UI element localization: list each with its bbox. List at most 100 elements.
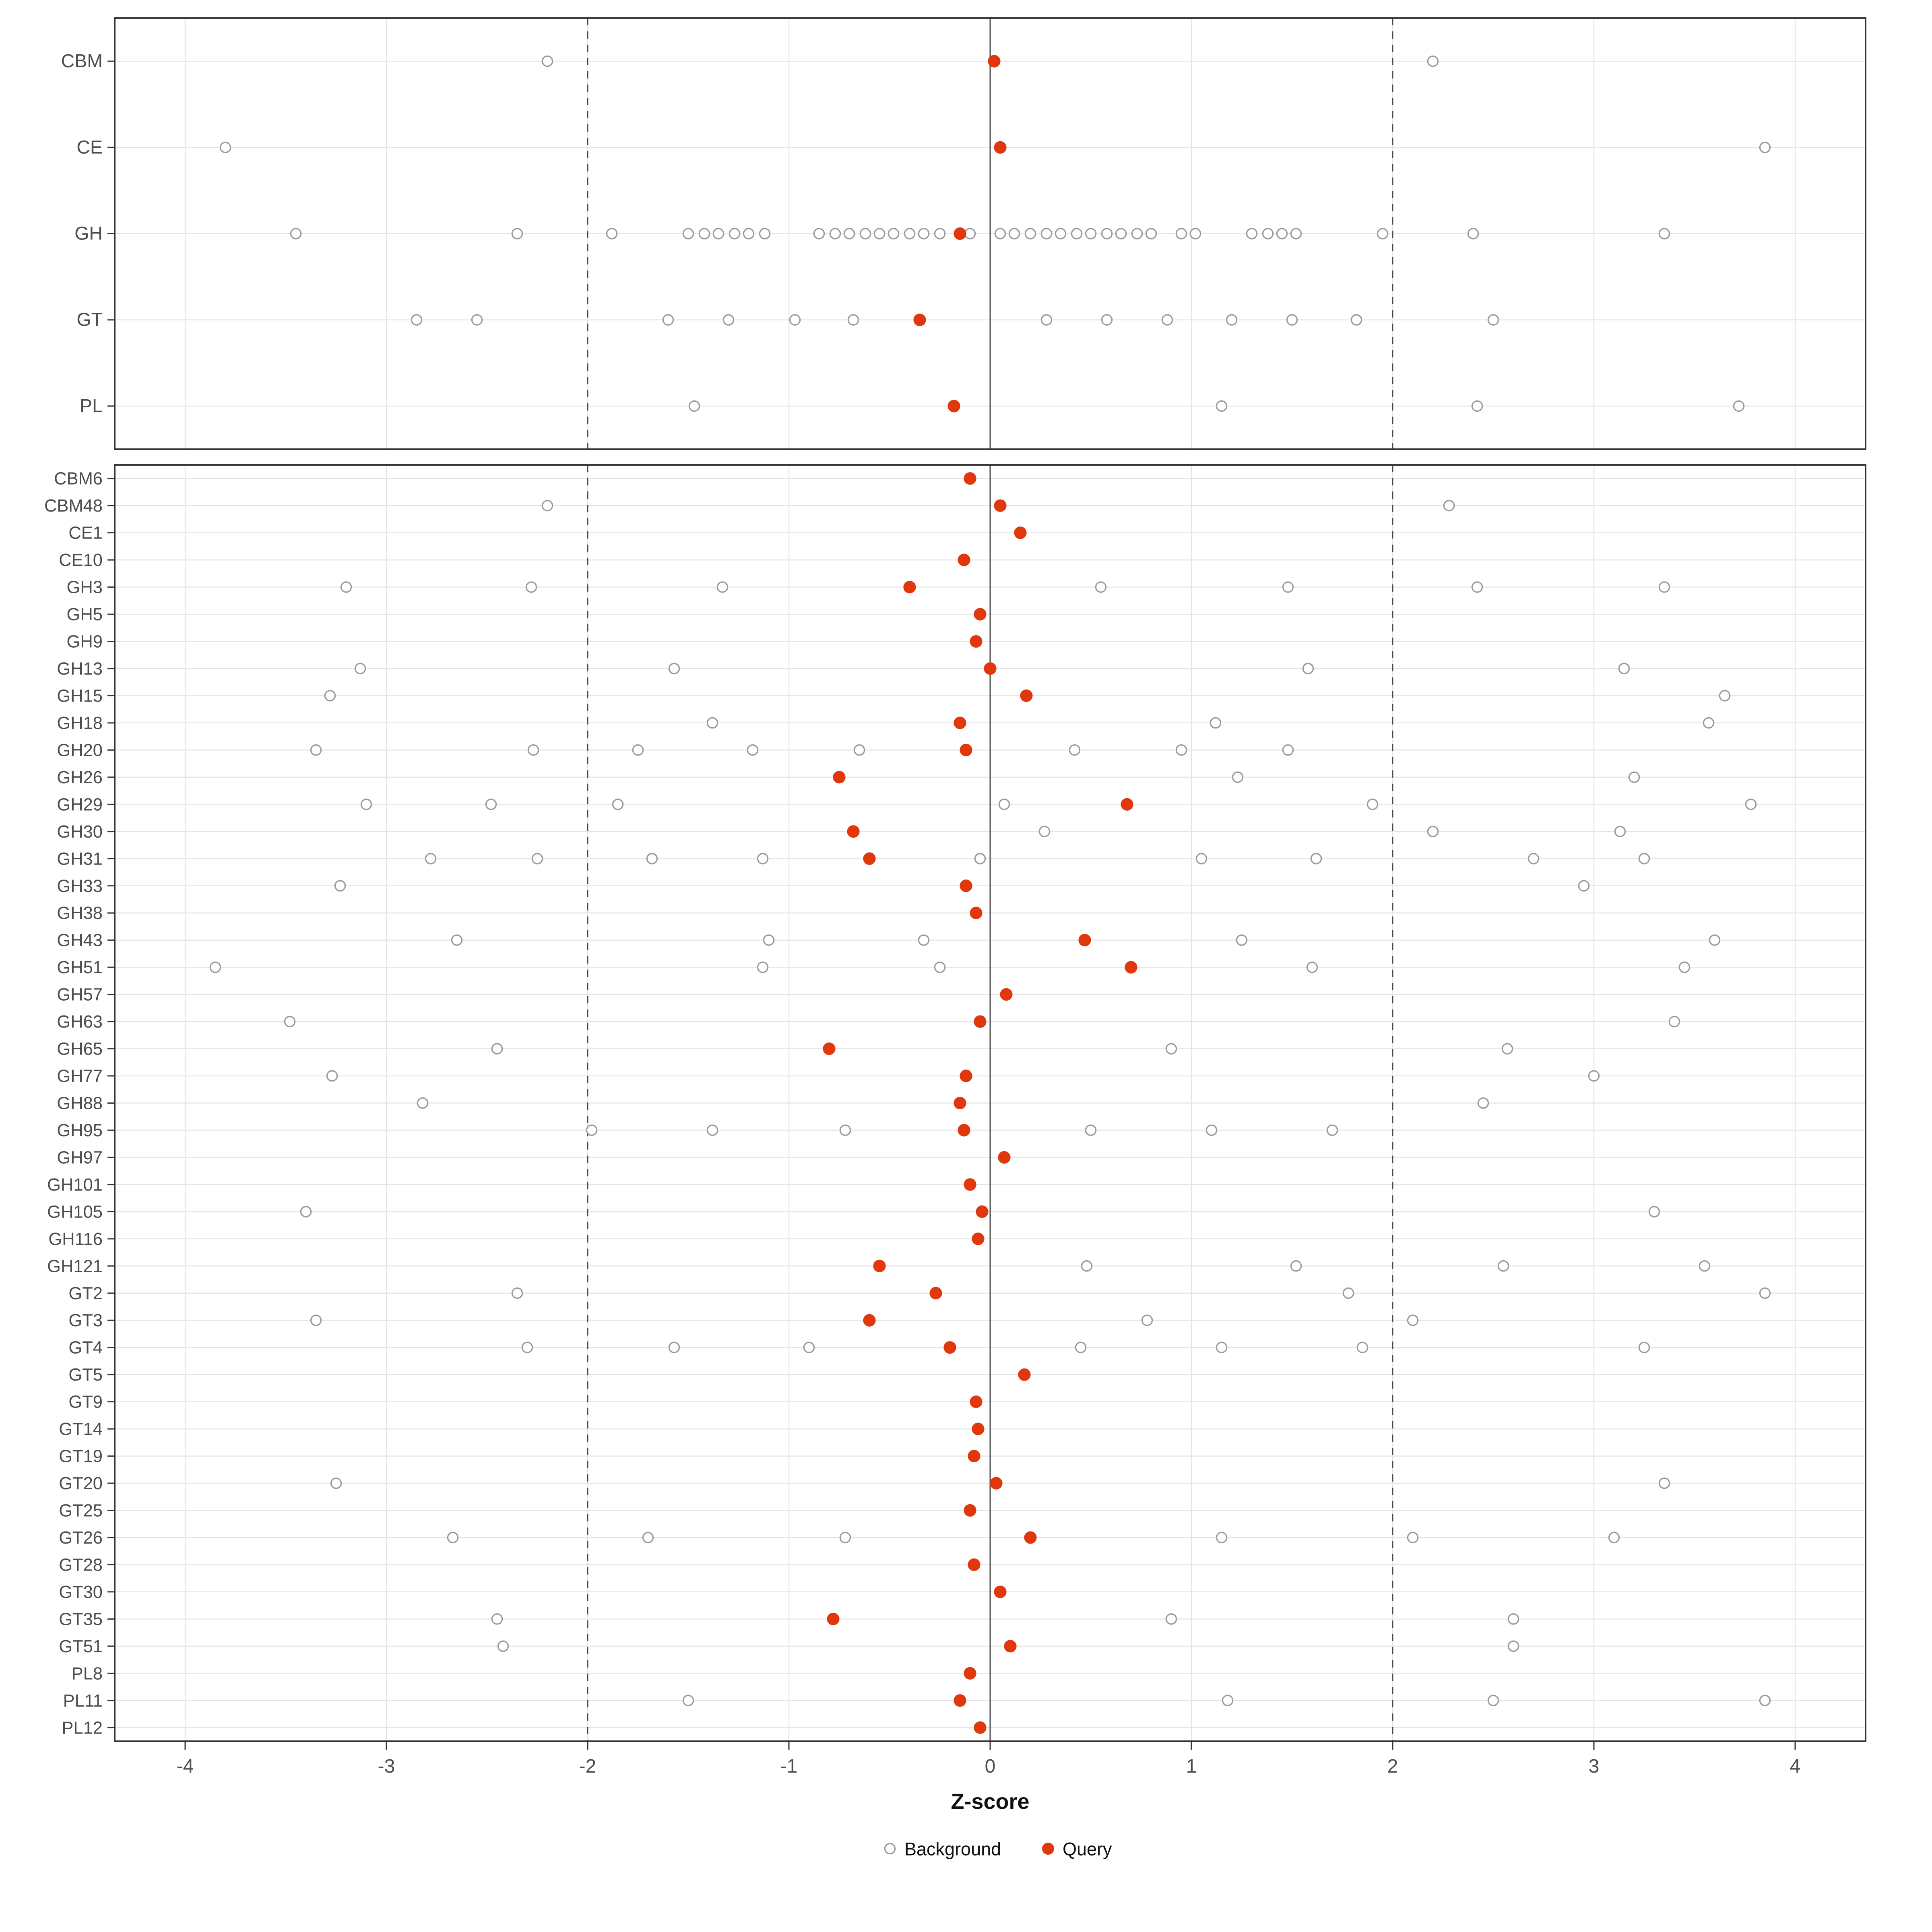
background-point [340,581,352,593]
background-point [934,228,946,239]
background-point [646,853,658,865]
query-point [823,1042,836,1055]
background-point [1222,1695,1234,1707]
background-point [1326,1124,1338,1136]
row-label-GT30: GT30 [59,1583,103,1602]
background-point [1165,1613,1177,1625]
background-point [1040,314,1053,326]
background-point [1246,228,1258,239]
background-point [789,314,801,326]
background-point [1527,853,1540,865]
background-point [209,961,221,973]
background-point [1095,581,1107,593]
x-tick-label: 3 [1589,1756,1600,1777]
background-point [1703,717,1715,729]
row-label-GH15: GH15 [57,686,103,706]
background-point [839,1124,851,1136]
background-point [1216,1342,1228,1353]
background-point [411,314,423,326]
background-point [716,581,729,593]
background-point [1377,228,1389,239]
query-point [994,1585,1007,1598]
query-point [863,852,876,865]
row-label-GT20: GT20 [59,1474,103,1493]
background-point [682,1695,694,1707]
background-point [1302,663,1314,675]
background-point [843,228,855,239]
background-point [606,228,618,239]
query-point [964,1504,976,1517]
query-point [974,1721,987,1734]
row-label-GH77: GH77 [57,1067,103,1086]
query-point [943,1341,956,1354]
background-point [1342,1287,1354,1299]
row-label-PL: PL [80,395,103,416]
background-point [324,690,336,702]
row-label-GH18: GH18 [57,714,103,733]
row-label-GH20: GH20 [57,741,103,760]
background-point [1276,228,1288,239]
background-point [888,228,900,239]
row-label-GT4: GT4 [68,1338,103,1358]
row-label-GH51: GH51 [57,958,103,977]
background-point [662,314,674,326]
row-label-GH31: GH31 [57,849,103,869]
background-point [1205,1124,1218,1136]
row-label-GT: GT [76,309,103,330]
background-point [527,744,539,756]
background-point [1638,853,1650,865]
background-point [1638,1342,1650,1353]
background-point [998,799,1010,810]
background-point [729,228,741,239]
background-point [1282,581,1294,593]
background-point [1232,771,1244,783]
row-label-CE10: CE10 [59,551,103,570]
query-point [873,1259,886,1272]
background-point [1085,228,1097,239]
row-label-GH13: GH13 [57,659,103,679]
background-point [1497,1260,1509,1272]
background-point [1236,934,1248,946]
row-label-GT19: GT19 [59,1447,103,1466]
background-point [310,1314,322,1326]
background-point [757,961,769,973]
background-point [1507,1640,1519,1652]
background-point [1055,228,1067,239]
background-point [1733,400,1745,412]
background-point [1759,1695,1771,1707]
background-point [1471,581,1483,593]
query-point [964,472,976,485]
background-point [300,1206,312,1218]
background-point [334,880,346,892]
background-point [360,799,372,810]
background-point [1658,228,1670,239]
query-point [976,1205,989,1218]
row-label-GH26: GH26 [57,768,103,787]
row-label-GH38: GH38 [57,904,103,923]
legend-background-label: Background [904,1839,1001,1860]
row-label-GT51: GT51 [59,1637,103,1656]
background-point [1471,400,1483,412]
query-point [988,55,1001,68]
query-point [970,906,983,919]
query-point [998,1151,1011,1164]
query-point [947,400,960,413]
background-point [1290,228,1302,239]
background-point [813,228,825,239]
background-point [722,314,735,326]
background-point [1141,1314,1153,1326]
background-point [1008,228,1020,239]
row-label-GT5: GT5 [68,1365,103,1385]
query-point [960,879,972,892]
background-point [330,1477,342,1489]
background-point [1407,1314,1419,1326]
background-point [688,400,700,412]
background-point [310,744,322,756]
query-point [954,227,966,240]
background-point [1477,1097,1489,1109]
query-point [929,1287,942,1300]
row-label-GT35: GT35 [59,1610,103,1629]
row-label-GH57: GH57 [57,985,103,1005]
x-tick-label: -2 [579,1756,597,1777]
row-label-GH63: GH63 [57,1012,103,1032]
